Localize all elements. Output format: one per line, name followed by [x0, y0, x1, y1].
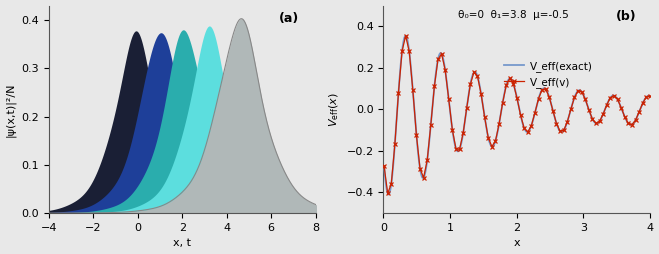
Y-axis label: $V_{\rm eff}(x)$: $V_{\rm eff}(x)$	[328, 92, 341, 127]
X-axis label: x, t: x, t	[173, 239, 191, 248]
V_eff(exact)	[401, 34, 409, 37]
Y-axis label: |ψ(x,t)|²/N: |ψ(x,t)|²/N	[5, 82, 16, 137]
Line: V_eff(exact): V_eff(exact)	[384, 36, 650, 195]
Text: (a): (a)	[279, 12, 300, 25]
V_eff(v)	[606, 96, 614, 99]
V_eff(v)	[624, 122, 632, 125]
V_eff(exact)	[380, 165, 388, 168]
V_eff(exact)	[470, 71, 478, 74]
V_eff(v)	[646, 94, 654, 98]
V_eff(v)	[588, 118, 596, 121]
V_eff(exact)	[496, 118, 503, 121]
V_eff(v)	[599, 113, 607, 116]
V_eff(v)	[596, 120, 604, 123]
V_eff(exact)	[385, 193, 393, 196]
V_eff(exact)	[520, 127, 528, 130]
X-axis label: x: x	[513, 239, 520, 248]
V_eff(v)	[380, 165, 388, 168]
V_eff(v)	[384, 192, 391, 195]
Text: θ₀=0  θ₁=3.8  μ=-0.5: θ₀=0 θ₁=3.8 μ=-0.5	[458, 10, 569, 20]
Legend: V_eff(exact), V_eff(v): V_eff(exact), V_eff(v)	[500, 56, 596, 92]
V_eff(v)	[409, 89, 416, 92]
V_eff(exact)	[425, 139, 433, 142]
V_eff(v)	[402, 34, 410, 37]
V_eff(exact)	[646, 94, 654, 98]
Text: (b): (b)	[616, 10, 637, 23]
V_eff(exact)	[526, 128, 534, 131]
V_eff(exact)	[416, 166, 424, 169]
Line: V_eff(v): V_eff(v)	[382, 33, 652, 196]
